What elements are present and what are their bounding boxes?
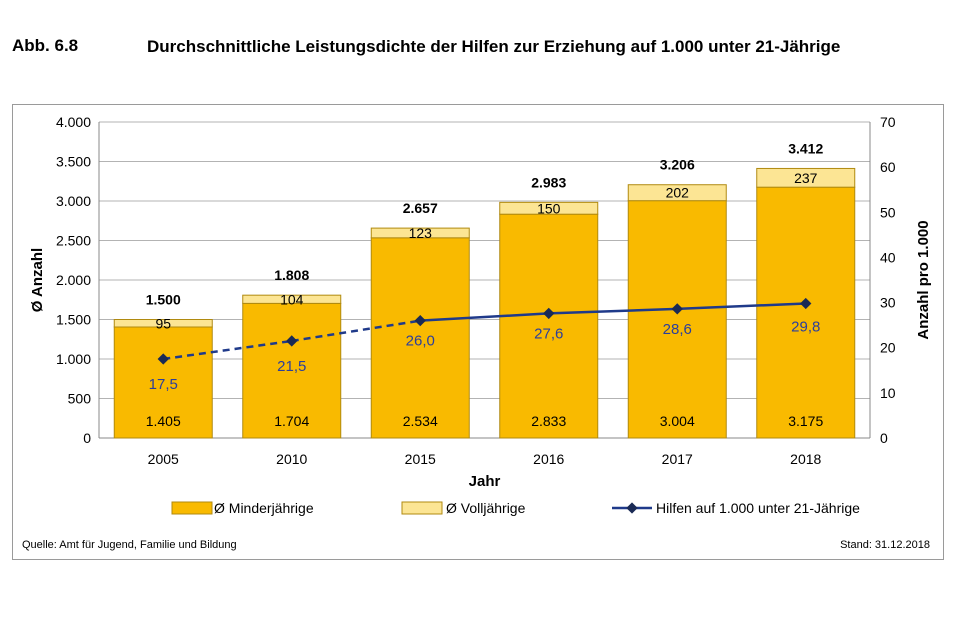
bar-volljaehrige [113,319,213,328]
line-point [157,353,169,365]
y2-tick-label: 0 [880,430,888,446]
line-value-label: 27,6 [534,325,563,342]
x-tick-label: 2010 [276,451,307,467]
line-value-label: 21,5 [277,358,306,375]
total-label: 1.500 [146,292,181,308]
bar-value-label: 1.704 [274,413,309,429]
bar-value-label: 3.175 [788,413,823,429]
y2-tick-label: 50 [880,204,896,220]
line-value-label: 28,6 [663,321,692,338]
line-segment [163,339,292,361]
bar-volljaehrige [242,294,342,304]
bar-value-label: 237 [794,170,818,186]
bar-minderjaehrige [627,200,727,439]
bar-value-label: 123 [409,225,433,241]
y2-tick-label: 10 [880,385,896,401]
y2-tick-label: 60 [880,159,896,175]
x-tick-label: 2005 [148,451,179,467]
bar-value-label: 1.405 [146,413,181,429]
figure-label: Abb. 6.8 [12,36,79,55]
y-axis-title: Ø Anzahl [29,248,46,312]
bar-volljaehrige [756,167,856,188]
legend-label: Ø Volljährige [446,500,526,516]
bar-minderjaehrige [756,186,856,439]
line-point [286,335,298,347]
bar-volljaehrige [370,227,470,239]
y-tick-label: 4.000 [56,114,91,130]
legend-swatch-volljaehrige [401,501,443,515]
line-segment [677,302,806,311]
total-label: 3.412 [788,140,823,156]
bar-value-label: 95 [155,315,171,331]
y2-axis-title: Anzahl pro 1.000 [915,220,932,339]
line-segment [291,319,421,343]
total-label: 3.206 [660,157,695,173]
total-label: 2.657 [403,200,438,216]
bar-value-label: 150 [537,200,561,216]
bar-value-label: 2.833 [531,413,566,429]
line-point [414,314,426,327]
y-tick-label: 1.000 [56,351,91,367]
line-value-label: 26,0 [406,333,435,350]
bar-minderjaehrige [242,302,342,439]
y-tick-label: 2.500 [56,233,91,249]
x-axis-title: Jahr [469,473,501,490]
status-date: Stand: 31.12.2018 [840,539,930,551]
bar-minderjaehrige [113,326,213,439]
line-point [800,297,812,310]
line-point [543,307,555,320]
y-tick-label: 0 [83,430,91,446]
x-tick-label: 2018 [790,451,821,467]
x-tick-label: 2017 [662,451,693,467]
y2-tick-label: 70 [880,114,896,130]
line-value-label: 17,5 [149,376,178,393]
y2-tick-label: 20 [880,340,896,356]
y-tick-label: 2.000 [56,272,91,288]
line-segment [420,312,549,322]
y-tick-label: 3.000 [56,193,91,209]
bar-value-label: 2.534 [403,413,438,429]
bar-volljaehrige [499,201,599,215]
line-point [671,303,683,315]
legend-line-marker [626,502,638,514]
x-tick-label: 2016 [533,451,564,467]
y-tick-label: 1.500 [56,312,91,328]
bar-volljaehrige [627,184,727,202]
legend-swatch-minderjaehrige [171,501,213,515]
y2-tick-label: 40 [880,249,896,265]
bar-minderjaehrige [370,237,470,439]
legend-label: Hilfen auf 1.000 unter 21-Jährige [656,500,860,516]
chart-frame [12,104,944,560]
total-label: 2.983 [531,174,566,190]
y2-tick-label: 30 [880,295,896,311]
bar-minderjaehrige [499,213,599,439]
source-note: Quelle: Amt für Jugend, Familie und Bild… [22,539,237,551]
x-tick-label: 2015 [405,451,436,467]
line-value-label: 29,8 [791,318,820,335]
bar-value-label: 3.004 [660,413,695,429]
total-label: 1.808 [274,267,309,283]
bar-value-label: 104 [280,291,304,307]
y-tick-label: 500 [68,391,92,407]
y-tick-label: 3.500 [56,154,91,170]
line-segment [548,307,678,315]
figure-title: Durchschnittliche Leistungsdichte der Hi… [147,37,841,56]
bar-value-label: 202 [666,185,690,201]
legend-label: Ø Minderjährige [214,500,314,516]
